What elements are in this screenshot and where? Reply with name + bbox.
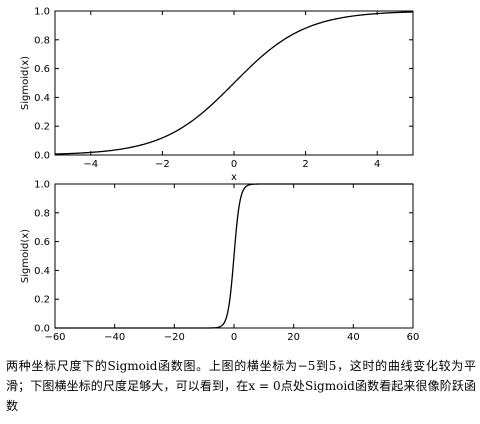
y-tick-label-0-5: 1.0 — [34, 7, 50, 18]
x-tick-label-1-1: −40 — [104, 332, 125, 343]
x-axis-label-0: x — [231, 172, 237, 183]
x-tick-label-0-3: 2 — [302, 159, 308, 170]
x-tick-label-0-0: −4 — [83, 159, 98, 170]
y-axis-label-0: Sigmoid(x) — [20, 56, 31, 110]
bottom-panel: −60 −40 −20 0 20 40 60 0.0 0.2 0.4 0.6 0.8 1.0 Sigmoi… — [20, 180, 419, 344]
sigmoid-curve-0 — [54, 11, 414, 155]
x-tick-label-1-2: −20 — [164, 332, 185, 343]
x-tick-label-1-4: 20 — [287, 332, 300, 343]
x-tick-label-0-2: 0 — [231, 159, 237, 170]
figure-caption: 两种坐标尺度下的Sigmoid函数图。上图的横坐标为−5到5，这时的曲线变化较为… — [6, 359, 476, 413]
y-tick-label-0-1: 0.2 — [34, 122, 50, 133]
y-tick-label-1-4: 0.8 — [34, 208, 50, 219]
y-tick-label-1-0: 0.0 — [34, 324, 50, 335]
x-tick-label-1-5: 40 — [347, 332, 360, 343]
y-tick-label-1-5: 1.0 — [34, 180, 50, 191]
x-tick-label-1-3: 0 — [231, 332, 237, 343]
y-tick-label-0-3: 0.6 — [34, 64, 50, 75]
x-tick-label-0-4: 4 — [374, 159, 380, 170]
y-axis-label-1: Sigmoid(x) — [20, 229, 31, 283]
x-tick-label-1-6: 60 — [407, 332, 420, 343]
y-tick-label-0-0: 0.0 — [34, 151, 50, 162]
x-tick-label-0-1: −2 — [155, 159, 170, 170]
y-tick-label-0-2: 0.4 — [34, 93, 50, 104]
y-tick-label-1-2: 0.4 — [34, 266, 50, 277]
top-panel: −4 −2 0 2 4 0.0 0.2 0.4 0.6 0.8 1.0 x Sigmoid(x) — [20, 7, 414, 183]
y-tick-label-0-4: 0.8 — [34, 35, 50, 46]
y-tick-label-1-1: 0.2 — [34, 295, 50, 306]
sigmoid-curve-1 — [55, 183, 413, 329]
y-tick-label-1-3: 0.6 — [34, 237, 50, 248]
x-tick-label-1-0: −60 — [44, 332, 65, 343]
